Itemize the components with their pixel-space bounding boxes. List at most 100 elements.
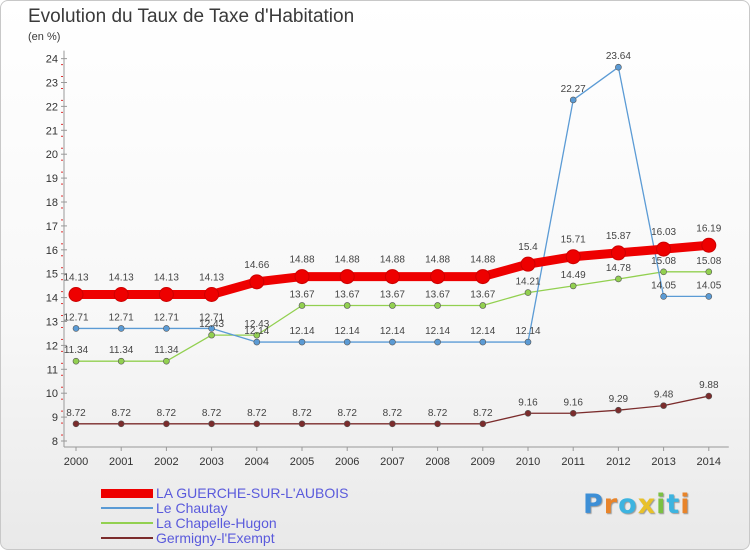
chart-title: Evolution du Taux de Taxe d'Habitation	[28, 6, 355, 27]
data-point	[253, 331, 261, 339]
brand-letter: i	[680, 489, 691, 520]
data-point	[569, 282, 577, 290]
data-label: 12.14	[470, 326, 495, 337]
data-label: 8.72	[473, 408, 493, 419]
data-label: 16.03	[651, 227, 676, 238]
data-point	[660, 268, 667, 276]
x-tick-label: 2002	[154, 456, 178, 468]
data-label: 12.71	[109, 312, 134, 323]
data-point	[339, 269, 355, 285]
data-point	[569, 409, 577, 417]
x-tick-label: 2012	[606, 456, 630, 468]
data-label: 9.16	[563, 397, 583, 408]
data-label: 9.48	[654, 390, 674, 401]
x-tick-label: 2005	[290, 456, 314, 468]
data-point	[117, 420, 125, 428]
data-label: 14.05	[696, 280, 721, 291]
data-label: 9.16	[518, 397, 538, 408]
chart-subtitle: (en %)	[28, 31, 61, 43]
brand-letter: o	[618, 489, 638, 520]
data-label: 12.14	[244, 326, 269, 337]
y-tick-label: 8	[52, 436, 58, 448]
data-label: 15.08	[696, 256, 721, 267]
legend-swatch	[101, 537, 153, 539]
data-label: 14.88	[335, 255, 360, 266]
y-tick-label: 23	[46, 78, 58, 90]
brand-letter: x	[637, 489, 657, 520]
data-point	[294, 269, 310, 285]
data-point	[434, 338, 441, 346]
data-point	[343, 302, 351, 309]
data-label: 14.88	[289, 255, 314, 266]
data-point	[615, 275, 622, 283]
data-point	[524, 338, 532, 346]
data-label: 12.71	[154, 312, 179, 323]
data-point	[72, 325, 80, 332]
data-point	[569, 96, 577, 104]
data-point	[72, 357, 80, 365]
x-tick-label: 2001	[109, 456, 133, 468]
data-point	[298, 338, 306, 346]
data-point	[520, 256, 536, 272]
data-point	[705, 268, 713, 276]
x-tick-label: 2006	[335, 456, 359, 468]
data-point	[117, 325, 125, 332]
data-label: 23.64	[606, 51, 631, 62]
data-point	[249, 274, 265, 290]
data-label: 11.34	[64, 345, 89, 356]
data-point	[298, 302, 306, 309]
data-point	[434, 302, 441, 309]
data-point	[253, 338, 261, 346]
data-point	[479, 302, 487, 309]
data-label: 15.4	[518, 242, 538, 253]
data-point	[163, 325, 170, 332]
data-point	[705, 392, 713, 400]
brand-logo: Proxiti	[583, 489, 691, 520]
y-tick-label: 13	[46, 317, 58, 329]
y-tick-label: 9	[52, 412, 58, 424]
data-point	[117, 357, 125, 365]
data-label: 14.49	[561, 270, 586, 281]
data-point	[384, 269, 400, 285]
y-tick-label: 17	[46, 221, 58, 233]
data-label: 12.14	[425, 326, 450, 337]
data-label: 14.88	[425, 255, 450, 266]
data-point	[158, 286, 174, 302]
legend-swatch	[101, 507, 153, 509]
data-point	[72, 420, 80, 428]
data-point	[705, 293, 713, 300]
data-label: 8.72	[383, 408, 403, 419]
data-point	[389, 338, 396, 346]
y-tick-label: 24	[46, 54, 58, 66]
x-tick-label: 2003	[199, 456, 223, 468]
data-label: 8.72	[247, 408, 267, 419]
data-label: 13.67	[380, 289, 405, 300]
data-label: 14.78	[606, 263, 631, 274]
data-point	[389, 302, 396, 309]
data-point	[343, 338, 351, 346]
data-label: 14.13	[109, 272, 134, 283]
data-label: 13.67	[335, 289, 360, 300]
y-tick-label: 10	[46, 388, 58, 400]
data-point	[610, 245, 626, 261]
data-label: 9.88	[699, 380, 719, 391]
data-point	[208, 420, 215, 428]
data-label: 12.71	[199, 312, 224, 323]
data-point	[113, 286, 129, 302]
data-label: 12.14	[380, 326, 405, 337]
data-point	[389, 420, 396, 428]
y-tick-label: 14	[46, 293, 58, 305]
data-label: 14.13	[199, 272, 224, 283]
data-label: 12.14	[289, 326, 314, 337]
x-tick-label: 2011	[561, 456, 585, 468]
data-point	[430, 269, 446, 285]
data-label: 14.88	[380, 255, 405, 266]
data-label: 12.43	[199, 319, 224, 330]
brand-letter: r	[603, 489, 619, 520]
brand-letter: P	[583, 489, 604, 520]
data-point	[615, 406, 622, 414]
data-point	[660, 402, 667, 409]
data-label: 22.27	[561, 84, 586, 95]
